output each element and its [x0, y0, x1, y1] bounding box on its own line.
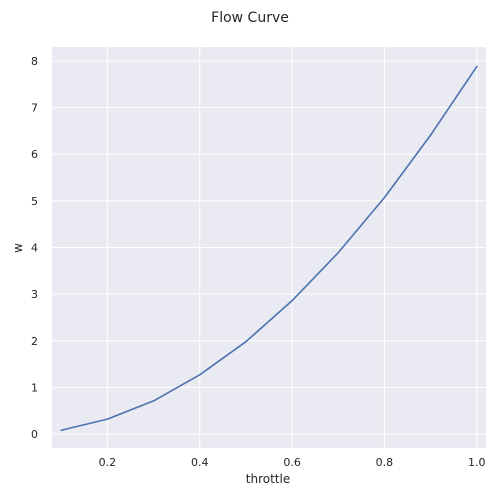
y-tick-label: 6: [31, 148, 38, 161]
y-tick-labels: 0 1 2 3 4 5 6 7 8: [31, 55, 38, 441]
y-tick-label: 5: [31, 195, 38, 208]
y-tick-label: 4: [31, 242, 38, 255]
x-tick-label: 0.4: [191, 456, 209, 469]
x-tick-label: 0.2: [99, 456, 117, 469]
x-tick-labels: 0.2 0.4 0.6 0.8 1.0: [99, 456, 486, 469]
series-layer: [60, 65, 478, 432]
series-line: [60, 65, 478, 432]
y-tick-label: 0: [31, 428, 38, 441]
grid-lines: [52, 47, 486, 448]
x-tick-label: 0.6: [283, 456, 301, 469]
y-tick-label: 2: [31, 335, 38, 348]
x-axis-label: throttle: [246, 472, 290, 486]
x-tick-label: 0.8: [376, 456, 394, 469]
x-tick-label: 1.0: [468, 456, 486, 469]
y-tick-label: 8: [31, 55, 38, 68]
chart-title: Flow Curve: [211, 10, 289, 26]
y-tick-label: 1: [31, 381, 38, 394]
y-axis-label: w: [11, 243, 25, 253]
y-tick-label: 7: [31, 102, 38, 115]
y-tick-label: 3: [31, 288, 38, 301]
